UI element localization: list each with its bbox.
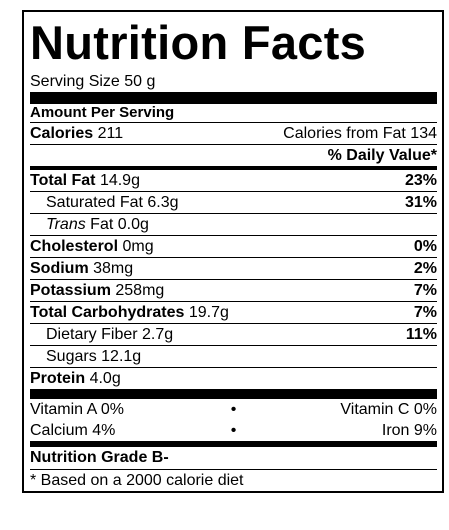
daily-value: 7% bbox=[413, 282, 437, 299]
vitamin-left: Vitamin A 0% bbox=[30, 401, 124, 418]
daily-value: 23% bbox=[404, 172, 437, 189]
nutrient-label: Sugars bbox=[46, 348, 97, 365]
daily-value: 7% bbox=[413, 304, 437, 321]
nutrient-label: Total Fat bbox=[30, 172, 96, 189]
grade: Nutrition Grade B- bbox=[30, 449, 169, 466]
nutrient: Saturated Fat 6.3g bbox=[30, 192, 179, 213]
daily-value: 11% bbox=[405, 326, 437, 343]
calories-value: 211 bbox=[97, 125, 124, 142]
amount-per-serving: Amount Per Serving bbox=[30, 104, 175, 121]
nutrient-row: Trans Fat 0.0g bbox=[30, 213, 437, 235]
nutrient-label: Potassium bbox=[30, 282, 111, 299]
nutrient-row: Cholesterol 0mg 0% bbox=[30, 235, 437, 257]
vitamin-row: Vitamin A 0% • Vitamin C 0% bbox=[30, 399, 437, 420]
vitamin-row: Calcium 4% • Iron 9% bbox=[30, 420, 437, 441]
divider bbox=[30, 92, 437, 104]
nutrient: Trans Fat 0.0g bbox=[30, 214, 149, 235]
nutrient-amount: 19.7g bbox=[188, 304, 229, 321]
nutrient-amount: 0.0g bbox=[117, 216, 149, 233]
calories-from-fat: Calories from Fat 134 bbox=[283, 125, 437, 142]
nutrient-amount: 258mg bbox=[115, 282, 165, 299]
vitamin-separator: • bbox=[230, 401, 237, 418]
nutrient-amount: 12.1g bbox=[101, 348, 142, 365]
nutrient-row: Saturated Fat 6.3g 31% bbox=[30, 191, 437, 213]
daily-value: 31% bbox=[404, 194, 437, 211]
vitamin-right: Iron 9% bbox=[381, 422, 438, 439]
nutrient: Cholesterol 0mg bbox=[30, 236, 154, 257]
nutrient-label: Dietary Fiber bbox=[46, 326, 138, 343]
calories-row: Calories 211 Calories from Fat 134 bbox=[30, 122, 437, 144]
nutrient-row: Potassium 258mg 7% bbox=[30, 279, 437, 301]
nutrient-label: Fat bbox=[90, 216, 114, 233]
divider bbox=[30, 389, 437, 399]
nutrient-label: Cholesterol bbox=[30, 238, 119, 255]
nutrient-label: Sodium bbox=[30, 260, 89, 277]
nutrient-amount: 4.0g bbox=[89, 370, 121, 387]
nutrient: Total Carbohydrates 19.7g bbox=[30, 302, 229, 323]
nutrient-row: Total Fat 14.9g 23% bbox=[30, 170, 437, 191]
divider bbox=[30, 441, 437, 447]
nutrient-rows: Total Fat 14.9g 23% Saturated Fat 6.3g 31% T… bbox=[30, 170, 437, 389]
nutrition-label: Nutrition Facts Serving Size 50 g Amount… bbox=[22, 10, 444, 493]
nutrient: Dietary Fiber 2.7g bbox=[30, 324, 173, 345]
nutrient-row: Protein 4.0g bbox=[30, 367, 437, 389]
daily-value: 2% bbox=[413, 260, 437, 277]
daily-value: 0% bbox=[413, 238, 437, 255]
nutrient-label: Protein bbox=[30, 370, 86, 387]
nutrient-row: Dietary Fiber 2.7g 11% bbox=[30, 323, 437, 345]
nutrient-row: Sugars 12.1g bbox=[30, 345, 437, 367]
nutrient-label: Total Carbohydrates bbox=[30, 304, 185, 321]
nutrient-label: Saturated Fat bbox=[46, 194, 143, 211]
footnote: * Based on a 2000 calorie diet bbox=[30, 472, 244, 489]
nutrient-amount: 0mg bbox=[122, 238, 154, 255]
serving-size: Serving Size 50 g bbox=[30, 73, 156, 90]
divider bbox=[30, 469, 437, 470]
nutrient-amount: 14.9g bbox=[99, 172, 140, 189]
daily-value-text: % Daily Value* bbox=[327, 147, 437, 164]
nutrient: Potassium 258mg bbox=[30, 280, 164, 301]
nutrient: Protein 4.0g bbox=[30, 368, 121, 389]
vitamin-right: Vitamin C 0% bbox=[340, 401, 438, 418]
nutrient-label-italic: Trans bbox=[46, 216, 86, 233]
nutrient-row: Sodium 38mg 2% bbox=[30, 257, 437, 279]
vitamin-separator: • bbox=[230, 422, 237, 439]
nutrient-amount: 6.3g bbox=[147, 194, 179, 211]
nutrient-amount: 2.7g bbox=[142, 326, 174, 343]
nutrient: Sugars 12.1g bbox=[30, 346, 141, 367]
vitamins: Vitamin A 0% • Vitamin C 0% Calcium 4% • Iron… bbox=[30, 399, 437, 441]
title: Nutrition Facts bbox=[30, 16, 367, 69]
divider bbox=[30, 166, 437, 170]
calories-label: Calories bbox=[30, 125, 94, 142]
daily-value-header: % Daily Value* bbox=[30, 144, 437, 166]
nutrient: Sodium 38mg bbox=[30, 258, 133, 279]
nutrient-row: Total Carbohydrates 19.7g 7% bbox=[30, 301, 437, 323]
nutrient: Total Fat 14.9g bbox=[30, 170, 140, 191]
nutrient-amount: 38mg bbox=[93, 260, 134, 277]
vitamin-left: Calcium 4% bbox=[30, 422, 116, 439]
